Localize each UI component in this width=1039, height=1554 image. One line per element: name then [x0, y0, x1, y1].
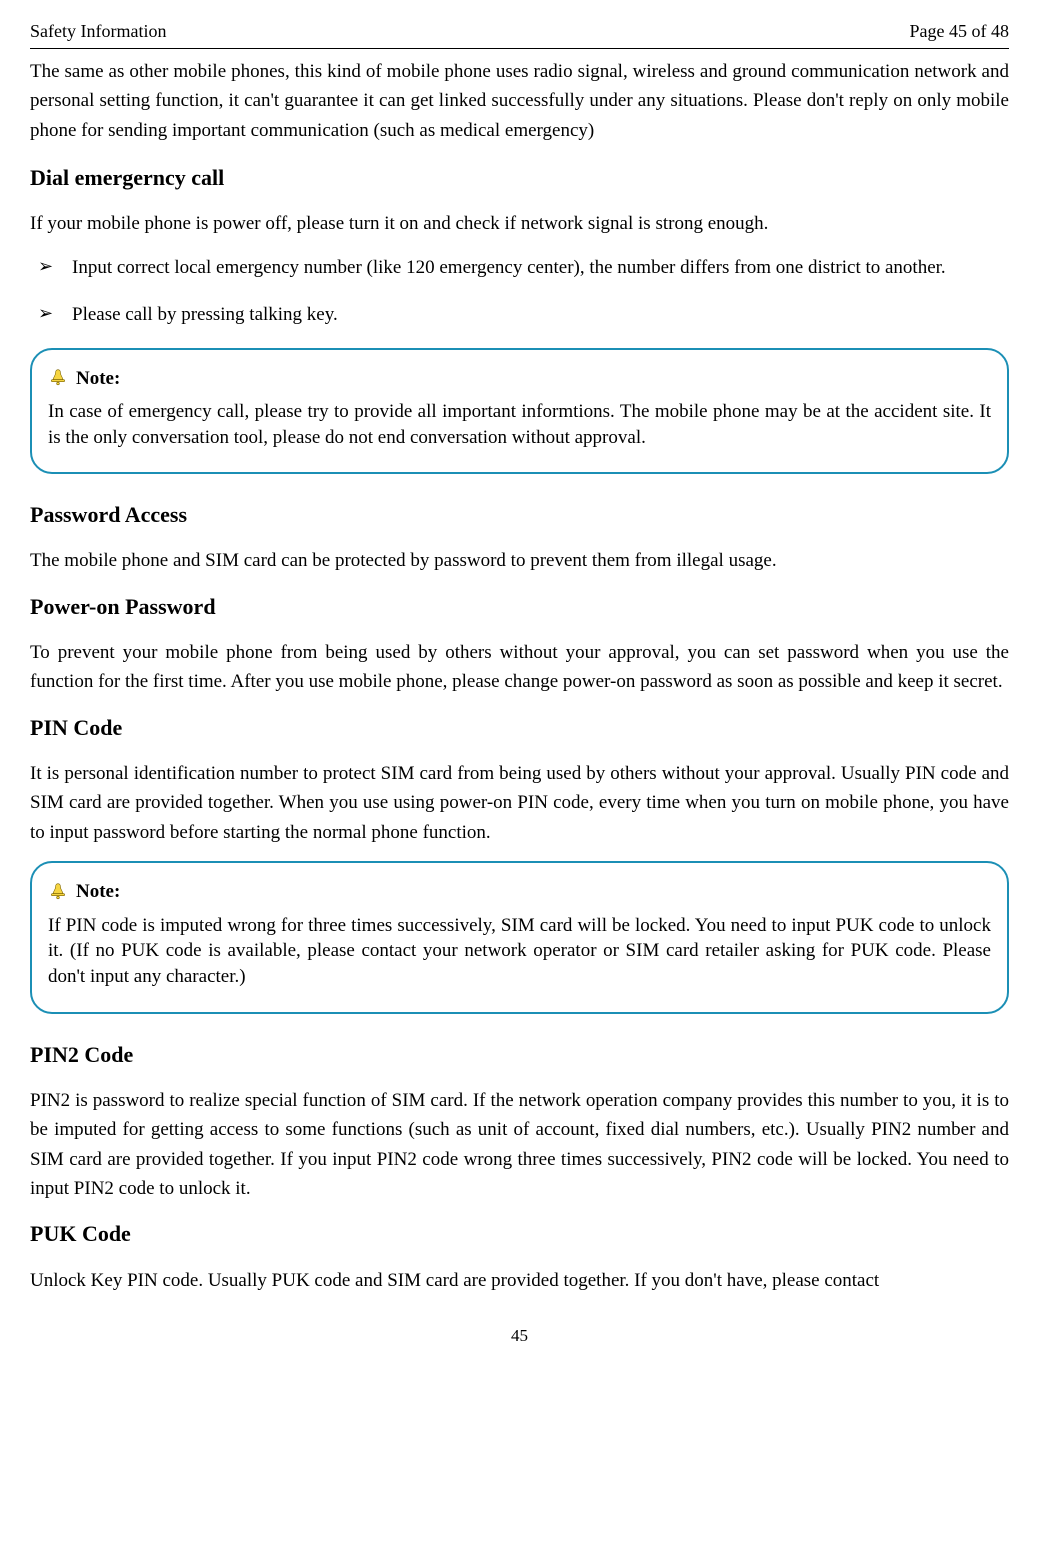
note-box-emergency: Note: In case of emergency call, please …: [30, 348, 1009, 475]
note-header: Note:: [48, 877, 991, 906]
bell-icon: [48, 368, 68, 388]
list-item: Please call by pressing talking key.: [30, 300, 1009, 329]
password-access-p1: The mobile phone and SIM card can be pro…: [30, 546, 1009, 575]
note-body: In case of emergency call, please try to…: [48, 399, 991, 450]
note-title: Note:: [76, 364, 120, 393]
heading-dial-emergency: Dial emergerncy call: [30, 161, 1009, 195]
list-item: Input correct local emergency number (li…: [30, 253, 1009, 282]
power-on-p1: To prevent your mobile phone from being …: [30, 638, 1009, 697]
page-number: 45: [30, 1323, 1009, 1349]
pin2-p1: PIN2 is password to realize special func…: [30, 1086, 1009, 1204]
note-title: Note:: [76, 877, 120, 906]
pin-p1: It is personal identification number to …: [30, 759, 1009, 847]
intro-paragraph: The same as other mobile phones, this ki…: [30, 57, 1009, 145]
puk-p1: Unlock Key PIN code. Usually PUK code an…: [30, 1266, 1009, 1295]
heading-pin-code: PIN Code: [30, 711, 1009, 745]
heading-puk-code: PUK Code: [30, 1217, 1009, 1251]
heading-pin2-code: PIN2 Code: [30, 1038, 1009, 1072]
header-right: Page 45 of 48: [910, 18, 1009, 46]
heading-password-access: Password Access: [30, 498, 1009, 532]
heading-power-on-password: Power-on Password: [30, 590, 1009, 624]
note-header: Note:: [48, 364, 991, 393]
dial-bullet-list: Input correct local emergency number (li…: [30, 253, 1009, 330]
bell-icon: [48, 882, 68, 902]
dial-p1: If your mobile phone is power off, pleas…: [30, 209, 1009, 238]
header-left: Safety Information: [30, 18, 166, 46]
note-body: If PIN code is imputed wrong for three t…: [48, 913, 991, 990]
note-box-pin: Note: If PIN code is imputed wrong for t…: [30, 861, 1009, 1013]
page-header: Safety Information Page 45 of 48: [30, 18, 1009, 49]
